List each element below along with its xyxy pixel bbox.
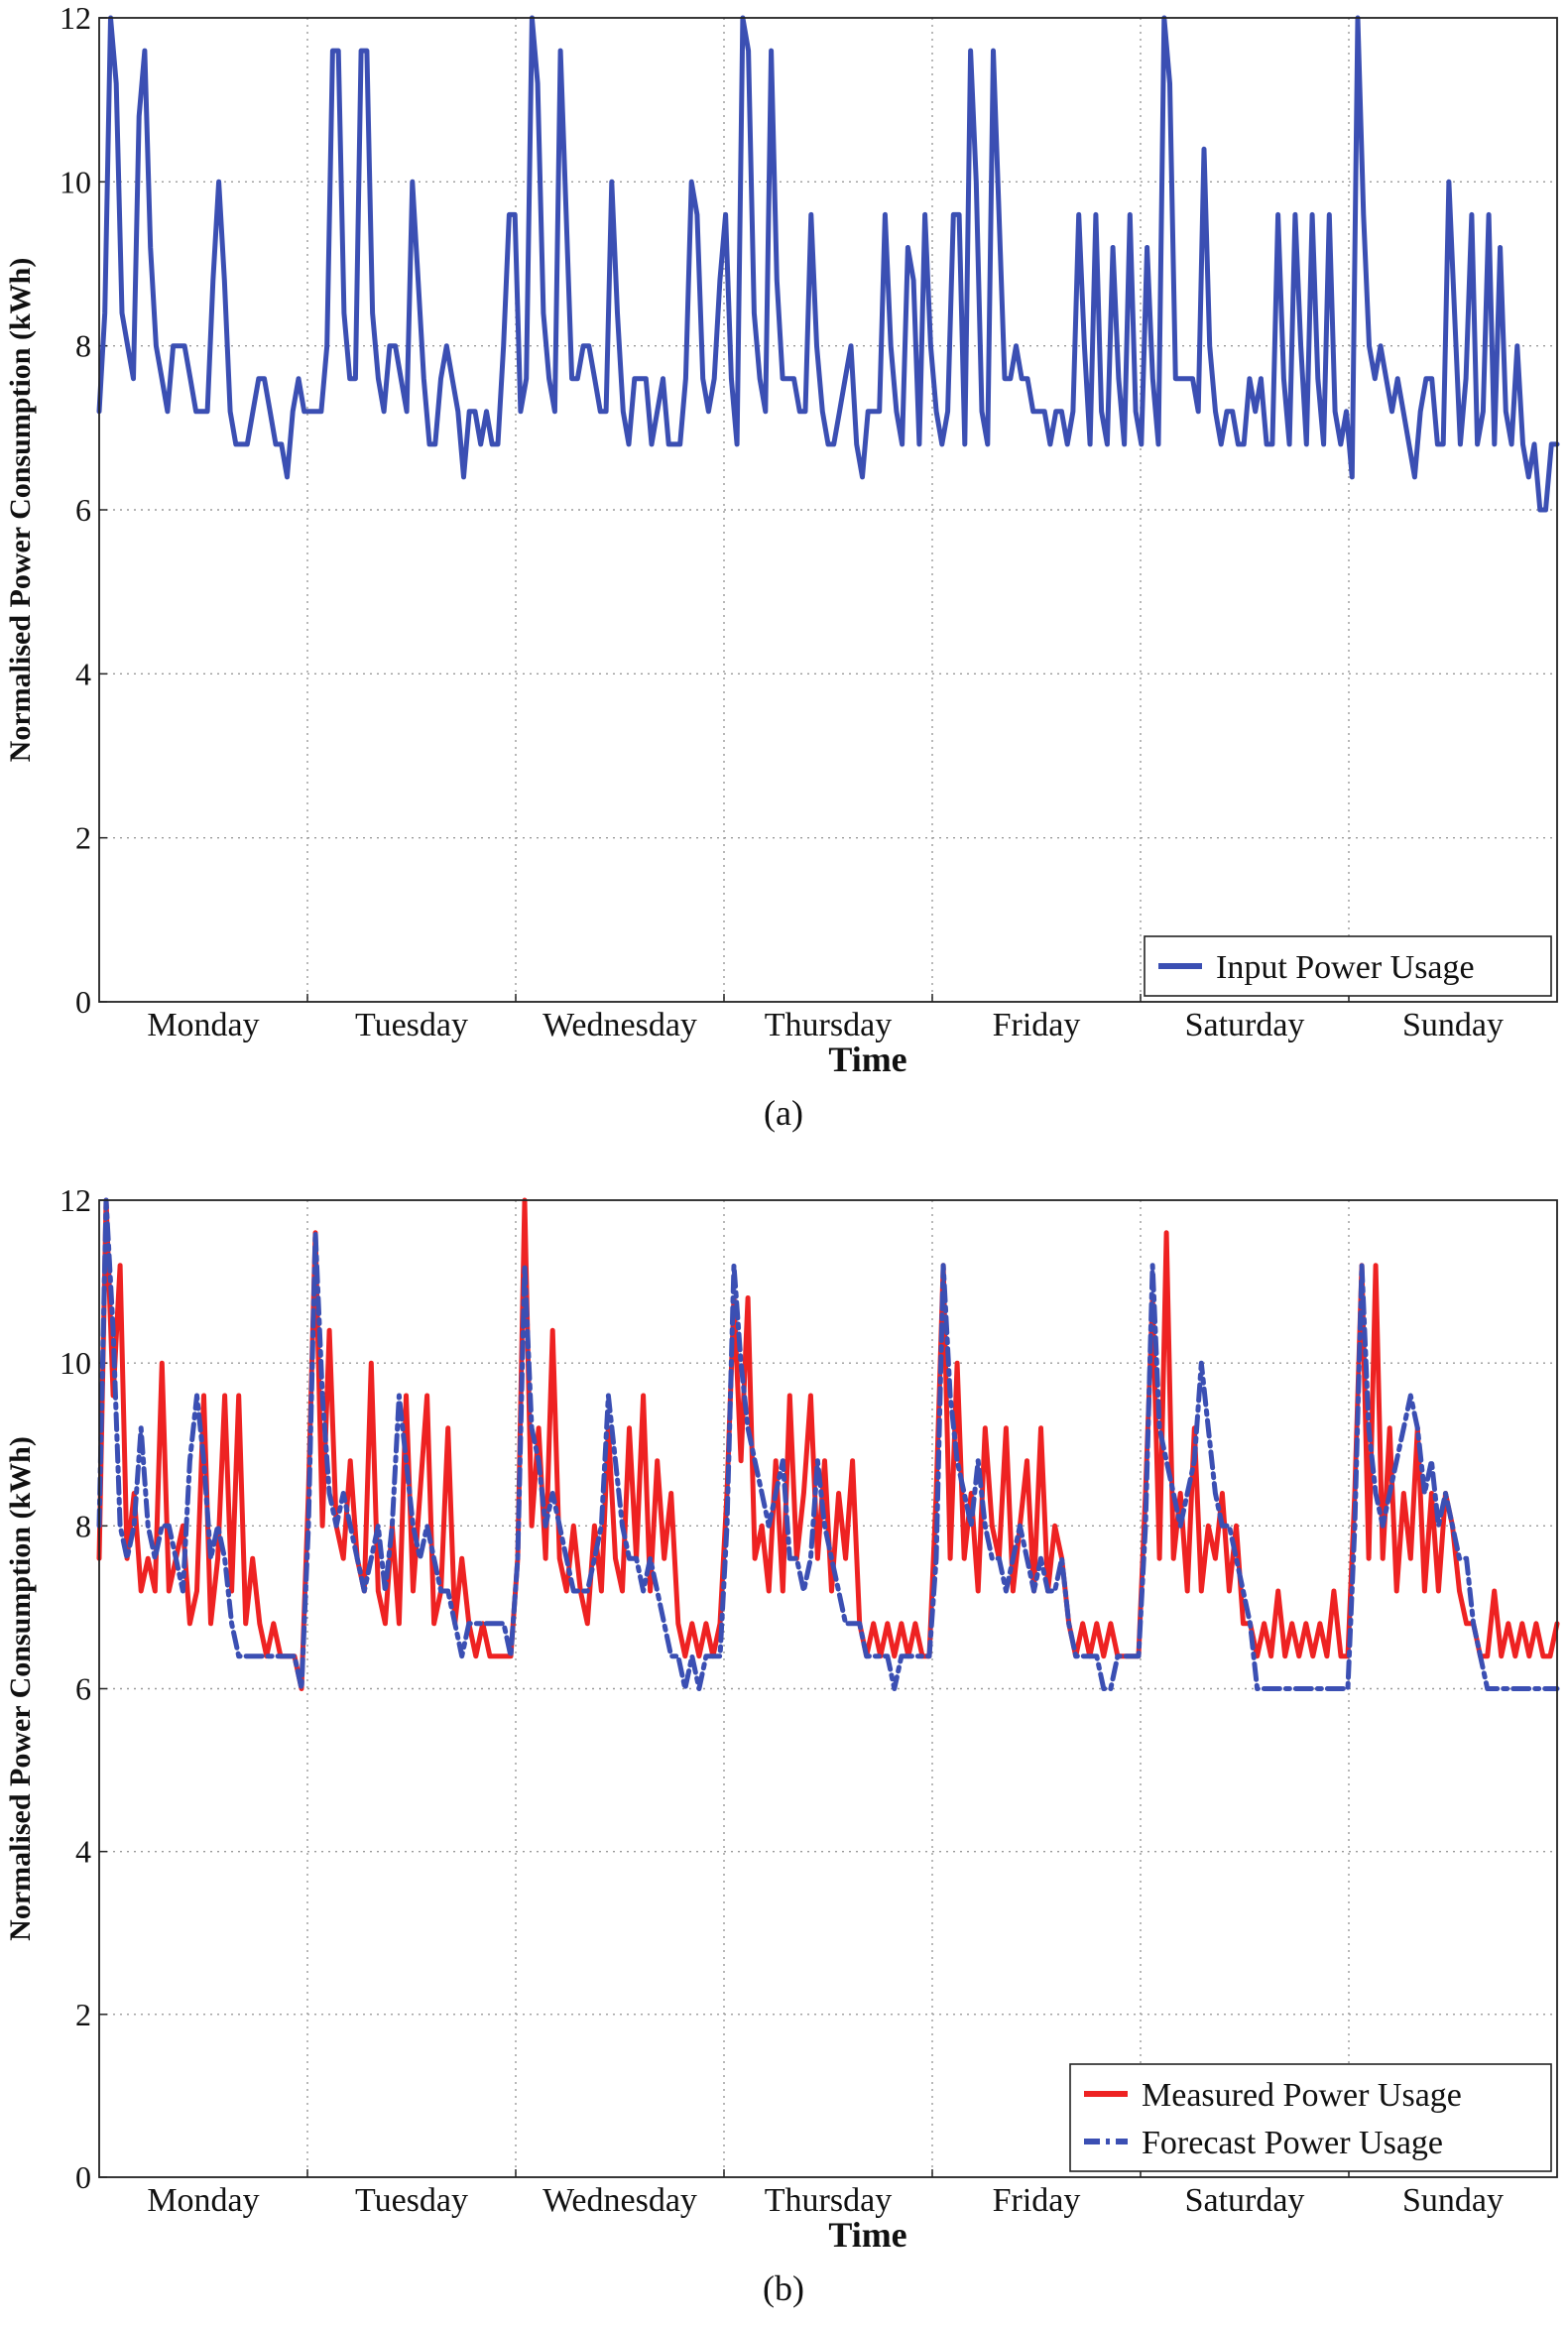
chart-a-ytick-label: 0 (75, 984, 91, 1020)
chart-a-axes-frame (98, 17, 1558, 1003)
chart-b-xtick-label-thursday: Thursday (765, 2182, 892, 2219)
chart-a-xtick-label-friday: Friday (993, 1007, 1081, 1043)
chart-a-xtick-label-sunday: Sunday (1402, 1007, 1504, 1043)
chart-b-ylabel: Normalised Power Consumption (kWh) (4, 1436, 37, 1941)
chart-b-xtick-label-wednesday: Wednesday (543, 2182, 697, 2219)
chart-a-legend-label-0: Input Power Usage (1216, 949, 1475, 986)
chart-b-ytick-label: 8 (75, 1508, 91, 1543)
chart-a-ylabel: Normalised Power Consumption (kWh) (4, 258, 37, 763)
chart-b-xtick-label-monday: Monday (147, 2182, 259, 2219)
chart-a-caption: (a) (764, 1093, 803, 1133)
chart-b-xtick-label-sunday: Sunday (1402, 2182, 1504, 2219)
chart-panel-b: 0 2 4 6 8 10 12 Monday Tuesday Wednesday Thursday F… (0, 1185, 1568, 2326)
chart-a-ytick-label: 8 (75, 328, 91, 364)
chart-a-ytick-label: 6 (75, 492, 91, 528)
chart-b-series-line-0 (96, 1197, 1560, 1691)
chart-a-xtick-label-monday: Monday (147, 1007, 259, 1043)
chart-b-ytick-label: 10 (60, 1345, 91, 1381)
chart-a-series-line-0 (96, 15, 1560, 513)
chart-b-xlabel: Time (828, 2215, 906, 2255)
chart-b-legend-box (1069, 2063, 1552, 2172)
chart-a-ytick-label: 10 (60, 164, 91, 199)
chart-b-series-line-1 (96, 1197, 1560, 1691)
chart-a-legend-box (1144, 935, 1552, 997)
chart-a-xtick-label-tuesday: Tuesday (355, 1007, 468, 1043)
chart-b-caption: (b) (763, 2268, 804, 2308)
chart-a-ytick-label: 12 (60, 0, 91, 36)
chart-panel-a: 0 2 4 6 8 10 12 Monday Tuesday Wednesday Thursday F… (0, 0, 1568, 1161)
chart-b-ytick-label: 2 (75, 1997, 91, 2032)
chart-a-svg: 0 2 4 6 8 10 12 Monday Tuesday Wednesday Thursday F… (4, 0, 1560, 1133)
chart-b-legend-label-1: Forecast Power Usage (1142, 2125, 1443, 2161)
chart-b-xtick-label-friday: Friday (993, 2182, 1081, 2219)
chart-a-xlabel: Time (828, 1040, 906, 1079)
chart-b-xtick-label-saturday: Saturday (1185, 2182, 1305, 2219)
chart-a-xtick-label-wednesday: Wednesday (543, 1007, 697, 1043)
chart-a-xtick-label-saturday: Saturday (1185, 1007, 1305, 1043)
chart-b-ytick-label: 6 (75, 1671, 91, 1707)
chart-b-xtick-label-tuesday: Tuesday (355, 2182, 468, 2219)
chart-b-ytick-label: 0 (75, 2159, 91, 2195)
chart-b-svg: 0 2 4 6 8 10 12 Monday Tuesday Wednesday Thursday F… (4, 1185, 1560, 2308)
chart-b-legend-label-0: Measured Power Usage (1142, 2077, 1462, 2114)
chart-b-axes-frame (98, 1199, 1558, 2178)
chart-a-ytick-label: 4 (75, 656, 91, 691)
chart-b-ytick-label: 4 (75, 1834, 91, 1870)
chart-a-xtick-label-thursday: Thursday (765, 1007, 892, 1043)
chart-b-ytick-label: 12 (60, 1185, 91, 1218)
chart-a-ytick-label: 2 (75, 820, 91, 856)
